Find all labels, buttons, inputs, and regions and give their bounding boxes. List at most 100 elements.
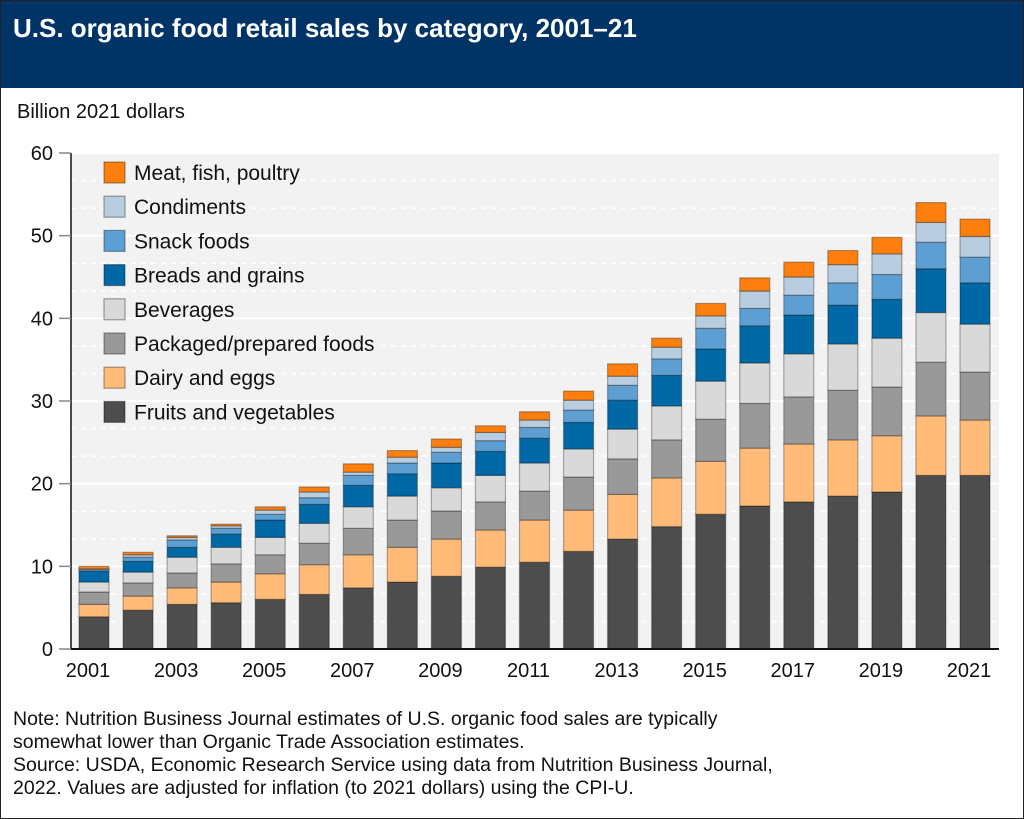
bar-segment (606, 375, 639, 386)
bar-segment (518, 419, 551, 429)
bar-segment (430, 438, 462, 448)
bar-stack-2010 (474, 425, 507, 650)
bar-segment (342, 527, 374, 556)
bar-segment (254, 554, 286, 575)
bar-segment (827, 495, 859, 650)
bar-stack-2008 (386, 450, 418, 650)
bar-segment (959, 419, 991, 477)
bar-segment (166, 536, 198, 541)
bar-stack-2012 (562, 390, 595, 650)
bar-segment (78, 570, 110, 583)
bar-segment (386, 546, 418, 583)
bar-segment (298, 593, 330, 650)
legend-swatch (103, 195, 126, 218)
chart-title: U.S. organic food retail sales by catego… (13, 13, 637, 43)
bar-segment (474, 450, 507, 476)
x-tick-label: 2003 (154, 660, 199, 682)
bar-segment (871, 253, 903, 276)
bar-segment (122, 560, 154, 573)
bar-stack-2015 (695, 302, 727, 650)
bar-segment (695, 302, 727, 317)
bar-segment (430, 538, 462, 577)
x-tick-label: 2019 (859, 660, 904, 682)
bar-segment (298, 486, 330, 493)
bar-segment (915, 415, 947, 477)
bar-segment (827, 304, 859, 345)
bar-segment (915, 202, 947, 224)
bar-segment (783, 353, 815, 398)
bar-segment (606, 428, 639, 460)
bar-segment (166, 572, 198, 589)
bar-segment (78, 616, 110, 650)
bar-segment (562, 550, 595, 650)
x-tick-label: 2007 (330, 660, 375, 682)
legend: Meat, fish, poultry Condiments Snack foods… (103, 161, 375, 424)
bar-stack-2017 (783, 261, 815, 650)
bar-segment (871, 236, 903, 255)
bar-segment (606, 458, 639, 496)
bar-segment (298, 497, 330, 505)
bar-segment (518, 462, 551, 492)
legend-label: Beverages (134, 299, 234, 322)
bar-segment (915, 474, 947, 650)
bar-segment (210, 563, 242, 583)
bar-segment (342, 463, 374, 473)
x-tick-label: 2009 (418, 660, 463, 682)
bar-segment (518, 426, 551, 439)
bar-segment (651, 405, 683, 441)
bar-segment (783, 396, 815, 445)
legend-swatch (103, 229, 126, 252)
bar-segment (739, 505, 771, 650)
bar-segment (210, 546, 242, 565)
bar-segment (122, 595, 154, 611)
bar-segment (298, 564, 330, 596)
bar-segment (915, 221, 947, 243)
bar-stack-2011 (518, 411, 551, 650)
bar-segment (915, 361, 947, 417)
bar-segment (606, 384, 639, 401)
bar-segment (430, 487, 462, 512)
bar-stack-2013 (606, 363, 639, 650)
source-line: Source: USDA, Economic Research Service … (13, 754, 773, 776)
bar-segment (915, 311, 947, 363)
bar-stack-2018 (827, 249, 859, 650)
bar-segment (915, 241, 947, 270)
bar-segment (562, 399, 595, 411)
legend-label: Condiments (134, 196, 246, 219)
bar-segment (78, 603, 110, 618)
x-tick-label: 2021 (947, 660, 992, 682)
bar-segment (254, 536, 286, 556)
bar-segment (871, 337, 903, 388)
legend-label: Fruits and vegetables (134, 401, 335, 424)
bar-segment (651, 358, 683, 376)
bar-stack-2002 (122, 551, 154, 650)
bar-segment (430, 451, 462, 464)
bar-segment (386, 473, 418, 497)
y-tick-label: 0 (42, 639, 53, 661)
bar-segment (739, 402, 771, 449)
bar-segment (254, 506, 286, 511)
bar-segment (386, 581, 418, 650)
bar-segment (166, 556, 198, 574)
bar-segment (166, 603, 198, 650)
bar-stack-2009 (430, 438, 462, 650)
y-tick-label: 40 (31, 308, 53, 330)
bar-segment (827, 343, 859, 391)
bar-segment (298, 542, 330, 566)
legend-swatch (103, 400, 126, 423)
bar-segment (122, 609, 154, 650)
bar-segment (210, 581, 242, 604)
bar-segment (342, 474, 374, 486)
bar-segment (783, 501, 815, 650)
bar-segment (959, 474, 991, 650)
bar-segment (254, 509, 286, 515)
bar-segment (827, 282, 859, 306)
bar-segment (78, 581, 110, 593)
bar-segment (474, 501, 507, 531)
bar-segment (78, 565, 110, 570)
bar-segment (606, 399, 639, 430)
bar-segment (78, 568, 110, 571)
bar-segment (959, 371, 991, 421)
bar-segment (386, 462, 418, 475)
